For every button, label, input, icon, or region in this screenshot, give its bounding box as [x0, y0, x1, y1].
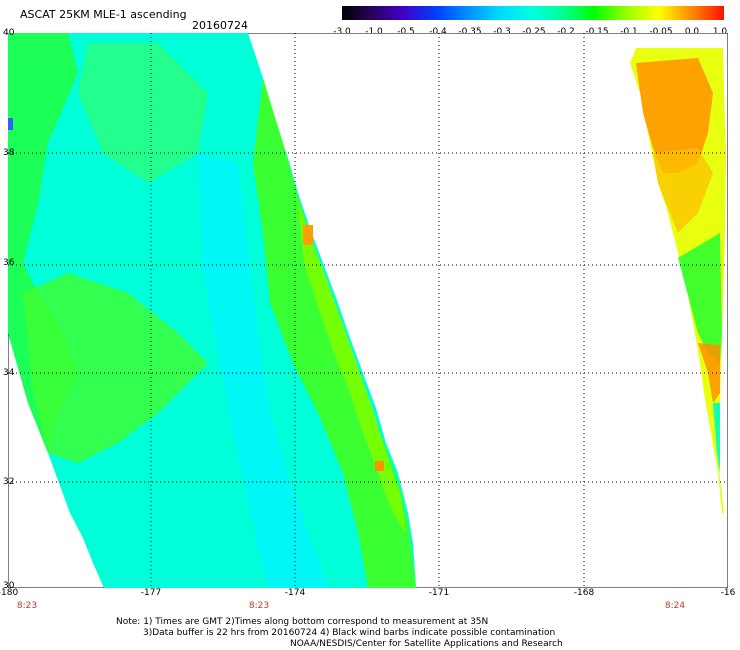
- color-scale-label: -0.3: [493, 27, 511, 37]
- map-title: ASCAT 25KM MLE-1 ascending: [20, 8, 187, 21]
- color-scale-label: -0.4: [429, 27, 447, 37]
- swath-orange-cell-2: [375, 461, 384, 471]
- y-tick-label: 38: [3, 148, 15, 158]
- color-scale-bar: [342, 6, 724, 20]
- swath-lime-east: [298, 203, 406, 533]
- left-swath: [8, 33, 416, 588]
- color-scale-label: -0.05: [649, 27, 673, 37]
- swath-orange-cell: [303, 225, 313, 245]
- graticule: [8, 33, 728, 588]
- y-tick-label: 36: [3, 258, 15, 268]
- swath-blue-cell: [8, 118, 13, 130]
- swath-lightorange: [653, 148, 713, 233]
- pass-time-label: 8:23: [248, 601, 270, 611]
- wind-map-plot: [8, 33, 728, 588]
- note-line-3: NOAA/NESDIS/Center for Satellite Applica…: [290, 639, 563, 649]
- note-line-1: Note: 1) Times are GMT 2)Times along bot…: [116, 617, 489, 627]
- x-tick-label: -174: [284, 588, 306, 598]
- swath-light-green-n: [78, 43, 208, 183]
- x-tick-label: -180: [0, 588, 19, 598]
- color-scale-label: -0.25: [522, 27, 546, 37]
- note-line-2: 3)Data buffer is 22 hrs from 20160724 4)…: [143, 628, 556, 638]
- x-tick-label: -177: [140, 588, 162, 598]
- color-scale-label: -0.35: [458, 27, 482, 37]
- color-scale-label: -0.15: [585, 27, 609, 37]
- x-tick-label: -171: [428, 588, 450, 598]
- y-tick-label: 40: [3, 28, 15, 38]
- color-scale-label: 1.0: [712, 27, 728, 37]
- color-scale-label: -0.5: [397, 27, 415, 37]
- color-scale-label: -0.1: [620, 27, 638, 37]
- color-scale-label: -0.2: [557, 27, 575, 37]
- y-tick-label: 30: [3, 581, 15, 591]
- y-tick-label: 34: [3, 368, 15, 378]
- color-scale-label: 0.0: [684, 27, 700, 37]
- x-tick-label: -16: [720, 588, 736, 598]
- swath-green-south: [23, 273, 208, 463]
- color-scale-label: -3.0: [333, 27, 351, 37]
- swath-cyan-core: [198, 153, 328, 588]
- y-tick-label: 32: [3, 477, 15, 487]
- x-tick-label: -168: [573, 588, 595, 598]
- pass-time-label: 8:24: [664, 601, 686, 611]
- swath-orange-n: [636, 58, 713, 173]
- swath-cyan-s: [713, 403, 720, 473]
- color-scale-label: -1.0: [365, 27, 383, 37]
- map-date: 20160724: [192, 19, 248, 32]
- pass-time-label: 8:23: [16, 601, 38, 611]
